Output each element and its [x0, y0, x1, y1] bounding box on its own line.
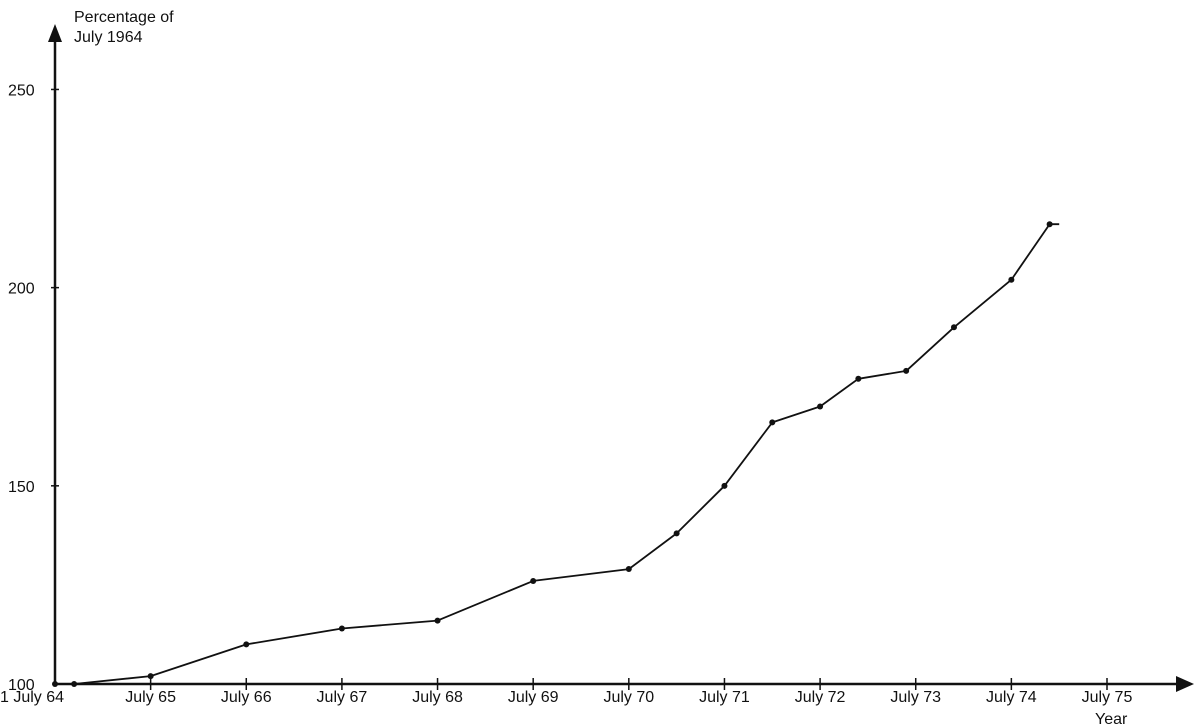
- axes: [48, 24, 1194, 692]
- data-point: [530, 577, 537, 584]
- y-axis-arrow: [48, 24, 62, 42]
- data-point: [817, 403, 824, 410]
- data-point: [950, 324, 957, 331]
- x-axis-label: Year: [1095, 711, 1128, 728]
- data-point: [147, 673, 154, 680]
- data-point: [721, 482, 728, 489]
- y-ticks: 100 150 200 250: [8, 82, 59, 694]
- x-axis-arrow: [1176, 676, 1194, 692]
- series: [52, 221, 1060, 687]
- y-tick-label: 100: [8, 677, 35, 694]
- data-point: [1046, 221, 1053, 228]
- x-ticks: 1 July 64 July 65 July 66 July 67 July 68 Jul…: [0, 678, 1132, 706]
- x-tick-label: 1 July 64: [0, 689, 64, 706]
- data-point: [769, 419, 776, 426]
- y-axis-label-line-1: Percentage of: [74, 9, 174, 26]
- x-tick-label: July 71: [699, 689, 750, 706]
- x-tick-label: July 69: [508, 689, 559, 706]
- data-point: [673, 530, 680, 537]
- y-axis-label-line-2: July 1964: [74, 29, 143, 46]
- x-tick-label: July 73: [890, 689, 941, 706]
- data-point: [338, 625, 345, 632]
- x-tick-label: July 66: [221, 689, 272, 706]
- series-line: [55, 223, 1060, 685]
- data-point: [625, 566, 632, 573]
- data-point: [434, 617, 441, 624]
- data-point: [52, 681, 58, 687]
- x-tick-label: July 65: [125, 689, 176, 706]
- x-tick-label: July 75: [1082, 689, 1133, 706]
- x-tick-label: July 68: [412, 689, 463, 706]
- data-point: [243, 641, 250, 648]
- x-tick-label: July 70: [603, 689, 654, 706]
- y-tick-label: 150: [8, 479, 35, 496]
- data-point: [855, 375, 862, 382]
- data-point: [71, 681, 78, 687]
- data-point: [1008, 276, 1015, 283]
- data-point: [903, 367, 910, 374]
- y-tick-label: 200: [8, 281, 35, 298]
- x-tick-label: July 67: [317, 689, 368, 706]
- x-tick-label: July 74: [986, 689, 1037, 706]
- y-tick-label: 250: [8, 82, 35, 99]
- x-tick-label: July 72: [795, 689, 846, 706]
